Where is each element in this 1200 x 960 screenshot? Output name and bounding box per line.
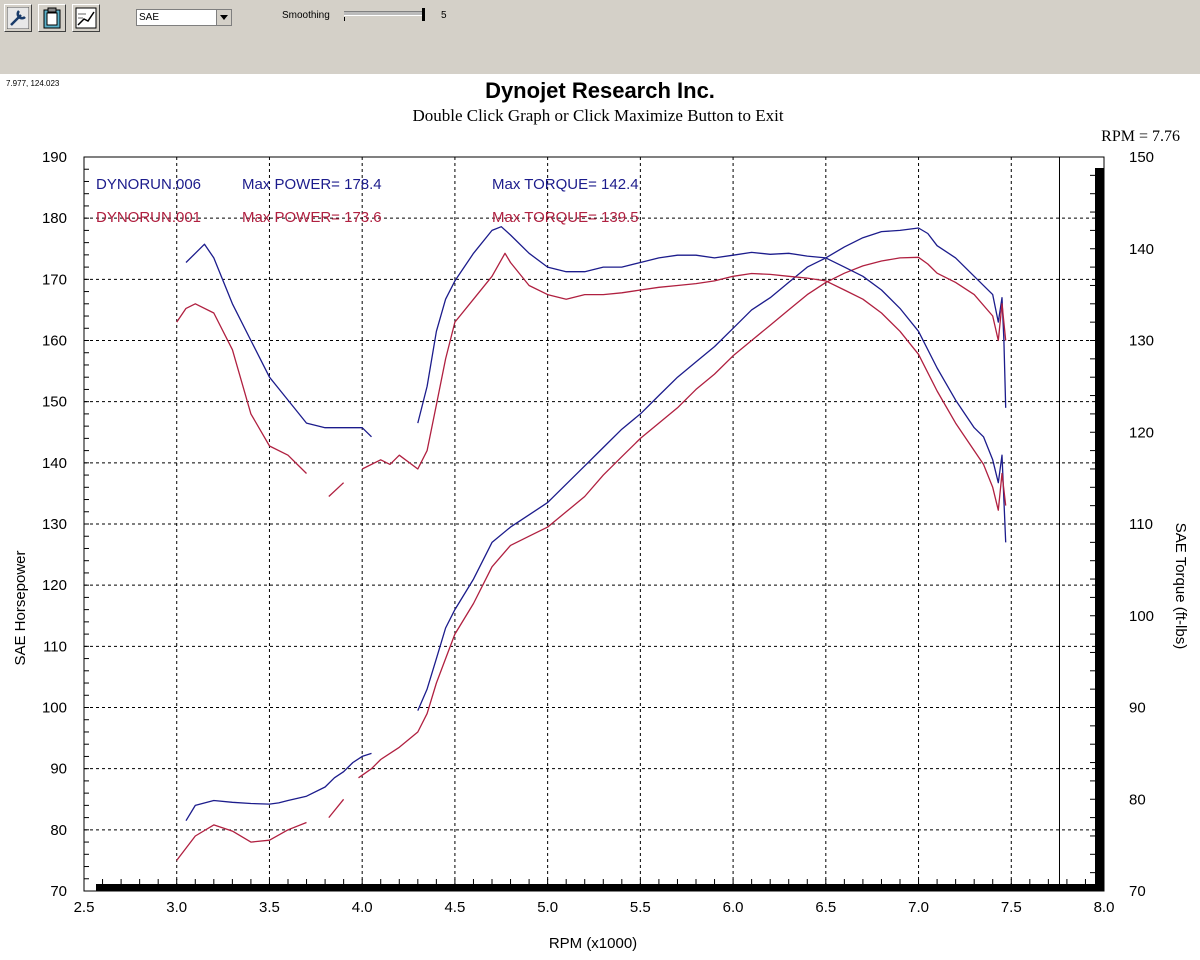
- y-right-tick-label: 70: [1129, 883, 1146, 900]
- x-tick-label: 2.5: [74, 899, 95, 916]
- smoothing-slider-thumb[interactable]: [422, 8, 425, 21]
- series-line-dynorun-001-torque: [328, 482, 345, 497]
- x-tick-label: 4.0: [352, 899, 373, 916]
- y-right-tick-label: 100: [1129, 608, 1154, 625]
- y-left-tick-label: 140: [42, 455, 67, 472]
- x-axis-label: RPM (x1000): [549, 935, 637, 952]
- y-right-tick-label: 110: [1129, 516, 1153, 533]
- coordinate-readout: 7.977, 124.023: [6, 79, 60, 88]
- wrench-icon: [7, 7, 29, 29]
- legend: DYNORUN.006 Max POWER= 178.4 Max TORQUE=…: [96, 176, 639, 226]
- wrench-button[interactable]: [4, 4, 32, 32]
- smoothing-slider[interactable]: [342, 8, 428, 22]
- x-tick-label: 3.5: [259, 899, 280, 916]
- series-line-dynorun-001-power: [328, 798, 345, 819]
- y-left-tick-label: 110: [43, 638, 67, 655]
- x-tick-label: 6.5: [815, 899, 836, 916]
- legend-power-001: Max POWER= 173.6: [242, 209, 382, 226]
- y-right-tick-label: 130: [1129, 333, 1154, 350]
- dyno-chart[interactable]: 2.5 3.0 3.5 4.0 4.5 5.0 5.5 6.0 6.5 7.0 7.5 8.0 70 80…: [0, 74, 1200, 960]
- x-tick-label: 6.0: [723, 899, 744, 916]
- graph-icon: [75, 7, 97, 29]
- y-axis-right-label: SAE Torque (ft-lbs): [1172, 523, 1189, 649]
- y-right-tick-label: 140: [1129, 241, 1154, 258]
- x-tick-label: 3.0: [166, 899, 187, 916]
- chart-subtitle: Double Click Graph or Click Maximize But…: [412, 106, 783, 125]
- graph-button[interactable]: [72, 4, 100, 32]
- y-left-tick-label: 180: [42, 210, 67, 227]
- cursor-readout: RPM = 7.76: [1101, 128, 1180, 145]
- series-line-dynorun-001-torque: [176, 303, 307, 474]
- series-line-dynorun-006-torque: [185, 243, 372, 438]
- y-right-tick-label: 90: [1129, 700, 1146, 717]
- series-line-dynorun-001-torque: [361, 252, 1007, 511]
- series-line-dynorun-006-torque: [417, 226, 1007, 543]
- y-right-tick-label: 80: [1129, 791, 1146, 808]
- series-line-dynorun-001-power: [358, 256, 1007, 779]
- y-right-tick-label: 150: [1129, 149, 1154, 166]
- x-tick-label: 8.0: [1094, 899, 1115, 916]
- y-axis-left-label: SAE Horsepower: [12, 550, 29, 665]
- legend-power-006: Max POWER= 178.4: [242, 176, 382, 193]
- toolbar: SAE Smoothing 5: [0, 0, 1200, 74]
- legend-run-001: DYNORUN.001: [96, 209, 201, 226]
- clipboard-icon: [43, 7, 61, 29]
- smoothing-value: 5: [441, 10, 447, 21]
- y-left-tick-label: 150: [42, 394, 67, 411]
- y-left-tick-label: 190: [42, 149, 67, 166]
- grid: [84, 157, 1104, 891]
- labels: Dynojet Research Inc. Double Click Graph…: [12, 78, 1189, 952]
- y-left-tick-label: 70: [50, 883, 67, 900]
- legend-torque-001: Max TORQUE= 139.5: [492, 209, 639, 226]
- series-line-dynorun-001-power: [176, 821, 307, 861]
- y-right-tick-label: 120: [1129, 424, 1154, 441]
- mode-select[interactable]: SAE: [136, 9, 232, 26]
- x-tick-label: 4.5: [444, 899, 465, 916]
- x-tick-label: 7.5: [1001, 899, 1022, 916]
- smoothing-label: Smoothing: [282, 10, 330, 21]
- y-left-tick-label: 160: [42, 333, 67, 350]
- x-tick-label: 5.5: [630, 899, 651, 916]
- slider-tick: [344, 17, 345, 21]
- x-tick-label: 5.0: [537, 899, 558, 916]
- legend-torque-006: Max TORQUE= 142.4: [492, 176, 639, 193]
- series-line-dynorun-006-power: [417, 227, 1007, 711]
- y-left-tick-label: 100: [42, 700, 67, 717]
- bottom-axis-bar: [96, 884, 1104, 891]
- y-left-tick-label: 90: [50, 761, 67, 778]
- y-left-tick-label: 170: [42, 271, 67, 288]
- smoothing-slider-track: [344, 11, 424, 16]
- axes: 2.5 3.0 3.5 4.0 4.5 5.0 5.5 6.0 6.5 7.0 7.5 8.0 70 80…: [42, 149, 1154, 916]
- mode-select-value: SAE: [139, 12, 160, 23]
- chart-title: Dynojet Research Inc.: [485, 78, 715, 103]
- series: [176, 226, 1007, 861]
- y-left-tick-label: 120: [42, 577, 67, 594]
- legend-run-006: DYNORUN.006: [96, 176, 201, 193]
- clipboard-button[interactable]: [38, 4, 66, 32]
- chart-background: [0, 74, 1200, 960]
- y-left-tick-label: 130: [42, 516, 67, 533]
- chevron-down-icon[interactable]: [216, 10, 231, 25]
- x-tick-label: 7.0: [908, 899, 929, 916]
- right-axis-bar: [1095, 168, 1104, 891]
- series-line-dynorun-006-power: [185, 752, 372, 822]
- y-left-tick-label: 80: [50, 822, 67, 839]
